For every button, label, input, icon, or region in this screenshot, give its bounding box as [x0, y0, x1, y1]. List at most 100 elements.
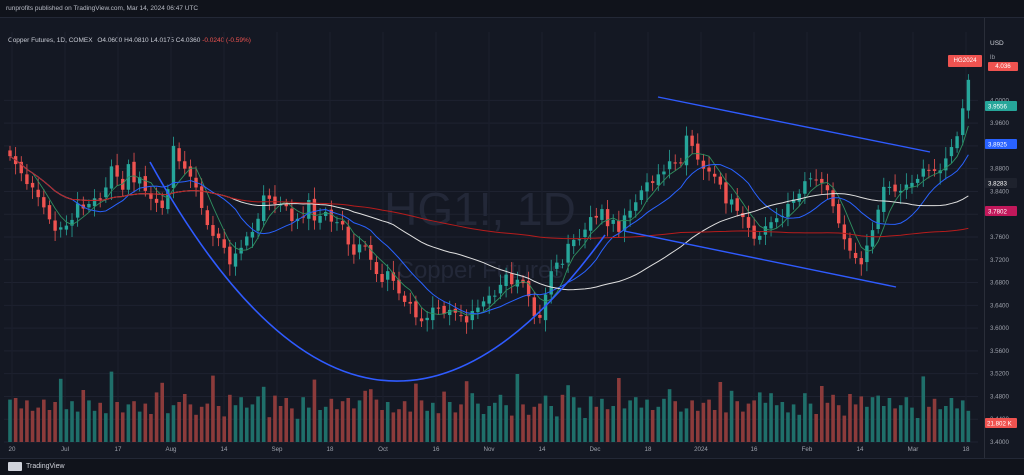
candle-body: [667, 161, 672, 170]
time-tick-label: 14: [857, 446, 864, 453]
candle-body: [504, 274, 508, 286]
price-tick-label: 3.6000: [990, 325, 1009, 332]
candle-body: [369, 244, 373, 260]
candle-body: [256, 218, 260, 231]
candle-body: [848, 238, 852, 251]
volume-bar: [476, 403, 480, 442]
candle-body: [955, 136, 959, 149]
volume-bar: [301, 397, 305, 442]
volume-bar: [464, 381, 469, 442]
candle-body: [944, 158, 948, 171]
candle-body: [605, 209, 610, 227]
volume-bar: [239, 397, 243, 442]
volume-tag-value: 21.802 K: [987, 421, 1013, 428]
volume-bar: [188, 404, 193, 442]
volume-bar: [707, 399, 711, 442]
volume-bar: [791, 404, 796, 442]
candle-body: [459, 315, 463, 317]
candle-body: [8, 150, 12, 157]
volume-bar: [504, 405, 508, 442]
volume-bar: [735, 401, 740, 442]
candle-body: [842, 224, 847, 240]
volume-bar: [645, 399, 649, 442]
volume-bar: [825, 402, 830, 442]
candle-body: [825, 185, 830, 191]
volume-bar: [137, 411, 142, 442]
volume-bar: [577, 407, 582, 442]
volume-bar: [104, 413, 108, 442]
candle-body: [769, 222, 773, 229]
volume-bar: [19, 408, 24, 442]
candle-body: [59, 227, 63, 230]
candle-body: [526, 280, 531, 297]
candle-body: [261, 195, 266, 222]
candle-body: [600, 209, 604, 220]
candle-body: [831, 190, 835, 207]
currency-label[interactable]: USD: [990, 40, 1004, 47]
volume-bar: [64, 409, 69, 442]
volume-bar: [228, 394, 232, 442]
volume-bar: [58, 378, 63, 442]
candle-body: [791, 199, 796, 203]
candle-body: [634, 202, 638, 211]
volume-bar: [92, 410, 97, 442]
candle-body: [583, 229, 587, 237]
volume-bar: [848, 394, 852, 442]
volume-bar: [949, 398, 954, 442]
volume-bar: [346, 398, 351, 442]
time-tick-label: 18: [963, 446, 970, 453]
volume-bar: [211, 375, 215, 442]
volume-bar: [498, 394, 503, 442]
candle-body: [154, 198, 159, 203]
volume-bar: [132, 401, 136, 442]
volume-bar: [718, 382, 723, 442]
candle-body: [763, 226, 768, 235]
volume-bar: [182, 394, 187, 442]
candle-body: [701, 160, 706, 169]
candle-body: [932, 169, 937, 171]
price-tag-box: [985, 101, 1017, 111]
volume-bar: [368, 389, 373, 442]
candle-body: [442, 305, 446, 314]
volume-bar: [323, 406, 328, 442]
candle-body: [639, 190, 644, 200]
volume-bar: [780, 402, 785, 442]
candle-body: [966, 79, 971, 111]
volume-bar: [75, 411, 80, 442]
volume-bar: [605, 409, 610, 442]
volume-bar: [679, 411, 683, 442]
volume-bar: [470, 393, 475, 442]
volume-bar: [898, 405, 903, 442]
volume-bar: [571, 397, 576, 442]
candle-body: [115, 165, 119, 177]
candle-body: [865, 245, 869, 263]
volume-bar: [842, 415, 847, 442]
volume-bar: [250, 404, 255, 442]
volume-bar: [199, 406, 204, 442]
candle-body: [712, 173, 717, 177]
tradingview-logo[interactable]: TradingView: [8, 462, 65, 471]
candle-body: [628, 210, 632, 218]
volume-bar: [611, 406, 616, 442]
candle-body: [323, 211, 328, 216]
candle-body: [487, 295, 491, 304]
volume-bar: [673, 401, 678, 442]
candle-body: [650, 181, 655, 183]
volume-bar: [109, 371, 114, 442]
ma-short-line: [9, 154, 969, 315]
candle-body: [870, 230, 875, 247]
volume-bar: [684, 408, 689, 442]
volume-bar: [290, 408, 294, 442]
volume-bar: [921, 376, 926, 442]
price-tick-label: 3.7200: [990, 257, 1009, 264]
volume-bar: [42, 399, 46, 442]
unit-label: lb: [990, 54, 996, 61]
volume-bar: [543, 395, 548, 442]
price-axis[interactable]: [984, 18, 1024, 458]
volume-bar: [887, 398, 892, 442]
volume-bar: [335, 409, 339, 442]
volume-bar: [526, 414, 531, 442]
candle-body: [47, 205, 52, 220]
publisher-header: runprofits published on TradingView.com,…: [0, 0, 1024, 18]
